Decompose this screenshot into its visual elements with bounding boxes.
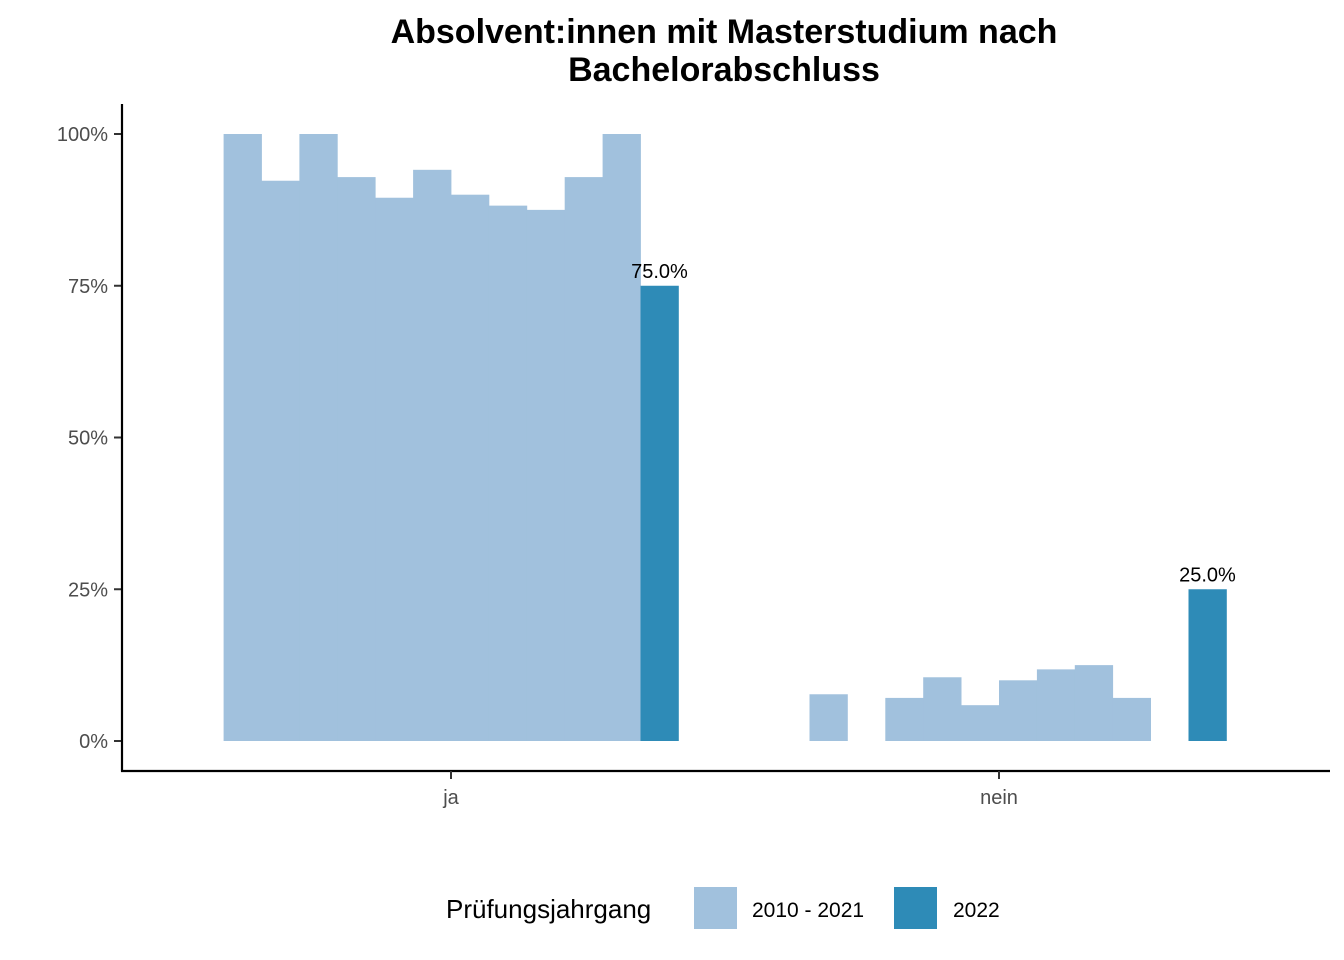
bar (923, 677, 962, 741)
bar-data-label: 25.0% (1179, 564, 1236, 586)
bar (1112, 697, 1151, 741)
x-axis-ticks: ja nein (442, 771, 1018, 809)
bar (451, 194, 490, 741)
legend-swatch-2010-2021 (694, 887, 737, 929)
y-tick-label: 75% (68, 276, 108, 298)
bar (809, 694, 848, 741)
bar (299, 134, 338, 741)
bar (1036, 669, 1076, 741)
legend-label-2010-2021: 2010 - 2021 (752, 899, 864, 922)
y-axis-ticks: 0% 25% 50% 75% 100% (57, 124, 122, 753)
chart-title-line-2: Bachelorabschluss (568, 51, 880, 89)
y-tick-label: 50% (68, 428, 108, 450)
bar (602, 134, 641, 741)
bar (640, 285, 679, 741)
y-tick-label: 0% (79, 731, 108, 753)
bar-data-label: 75.0% (631, 261, 688, 283)
bars-layer (223, 134, 1227, 742)
bar (223, 134, 262, 741)
data-labels-layer: 75.0% 25.0% (631, 261, 1236, 587)
legend-swatch-2022 (894, 887, 937, 929)
bar (488, 205, 528, 742)
bar (375, 197, 414, 742)
bar (1074, 665, 1114, 741)
legend: Prüfungsjahrgang 2010 - 2021 2022 (446, 887, 1000, 929)
bar (999, 680, 1038, 741)
bar (337, 177, 376, 742)
bar (413, 169, 452, 742)
bar (1188, 589, 1227, 741)
legend-title: Prüfungsjahrgang (446, 894, 651, 924)
y-tick-label: 25% (68, 579, 108, 601)
bar (961, 705, 1000, 741)
y-tick-label: 100% (57, 124, 108, 146)
bar (261, 180, 300, 741)
bar (885, 697, 924, 741)
legend-label-2022: 2022 (953, 899, 1000, 922)
chart-title-line-1: Absolvent:innen mit Masterstudium nach (391, 13, 1058, 51)
x-tick-label: nein (980, 787, 1018, 809)
bar (564, 177, 603, 742)
x-tick-label: ja (442, 787, 459, 809)
bar (526, 209, 566, 741)
